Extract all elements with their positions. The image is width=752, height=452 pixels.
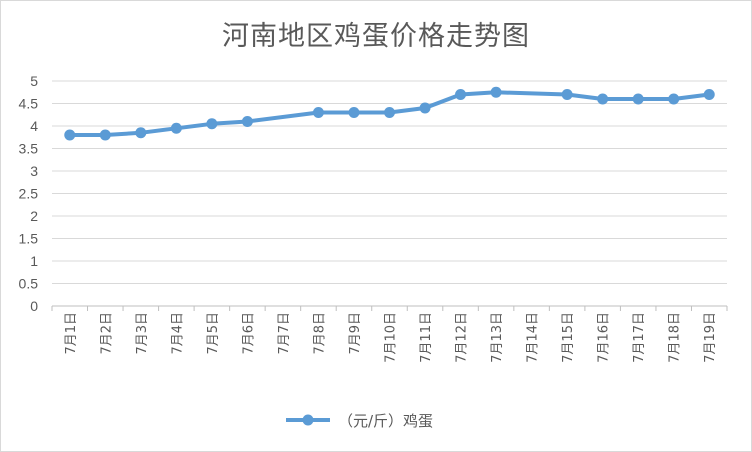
data-point — [384, 107, 395, 118]
x-axis-ticks: 7月1日 7月2日 7月3日 7月4日 7月5日 7月6日 7月7日 7月8日 7月9日 7月10… — [64, 312, 718, 363]
data-point — [64, 129, 76, 141]
data-point — [170, 122, 182, 134]
data-point — [241, 116, 253, 127]
legend: （元/斤）鸡蛋 — [284, 408, 433, 432]
y-axis-ticks: 0 0.5 1 1.5 2 2.5 3 3.5 4 4.5 5 — [19, 73, 39, 314]
x-tick-label: 7月1日 — [64, 312, 79, 355]
data-point — [455, 89, 467, 100]
data-point — [206, 118, 218, 130]
series-layer — [64, 86, 715, 141]
x-tick-label: 7月8日 — [312, 312, 327, 355]
y-tick-label: 2 — [30, 208, 38, 224]
y-tick-label: 3.5 — [19, 141, 39, 157]
data-point — [561, 89, 573, 100]
data-point — [490, 86, 502, 98]
data-point — [348, 107, 360, 118]
data-point — [312, 107, 324, 118]
x-tick-label: 7月2日 — [99, 312, 114, 355]
x-tick-label: 7月11日 — [419, 312, 434, 363]
legend-swatch — [286, 414, 330, 426]
data-point — [632, 93, 644, 105]
x-tick-label: 7月3日 — [135, 312, 150, 355]
data-point — [597, 93, 609, 105]
gridlines — [52, 80, 727, 284]
x-tick-label: 7月14日 — [526, 312, 541, 363]
y-tick-label: 2.5 — [19, 186, 39, 202]
x-tick-label: 7月17日 — [632, 312, 647, 363]
x-tick-label: 7月5日 — [206, 312, 221, 355]
x-tick-label: 7月4日 — [170, 312, 185, 355]
x-tick-label: 7月12日 — [455, 312, 470, 363]
x-tick-label: 7月19日 — [703, 312, 718, 363]
x-tick-label: 7月10日 — [384, 312, 399, 363]
chart-title: 河南地区鸡蛋价格走势图 — [222, 21, 530, 52]
y-tick-label: 3 — [30, 163, 38, 179]
x-tick-label: 7月16日 — [597, 312, 612, 363]
x-tick-label: 7月15日 — [561, 312, 576, 363]
y-tick-label: 0.5 — [19, 276, 39, 292]
x-tick-label: 7月13日 — [490, 312, 505, 363]
x-tick-label: 7月18日 — [668, 312, 683, 363]
y-tick-label: 4.5 — [19, 96, 39, 112]
x-tick-label: 7月9日 — [348, 312, 363, 355]
data-point — [135, 127, 147, 139]
data-point — [668, 93, 680, 105]
legend-label: （元/斤）鸡蛋 — [338, 411, 434, 430]
x-axis — [51, 305, 728, 311]
x-tick-label: 7月7日 — [277, 312, 292, 355]
y-tick-label: 1.5 — [19, 231, 39, 247]
data-point — [419, 102, 431, 114]
y-tick-label: 5 — [30, 73, 38, 89]
y-tick-label: 4 — [30, 118, 38, 134]
x-tick-label: 7月6日 — [241, 312, 256, 355]
data-point — [703, 89, 715, 100]
y-tick-label: 0 — [30, 298, 38, 314]
y-tick-label: 1 — [30, 253, 38, 269]
data-point — [99, 129, 111, 141]
